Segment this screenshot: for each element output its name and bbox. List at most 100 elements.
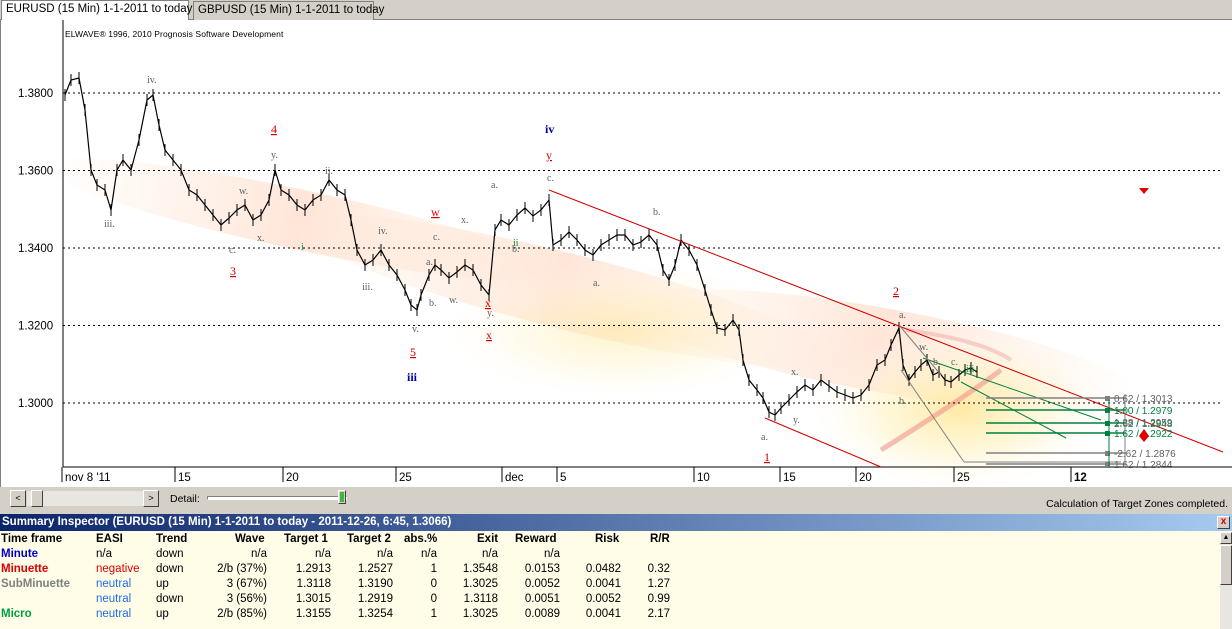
wave-label-gray: iii [966, 364, 975, 375]
chart-canvas[interactable]: 1.3800 1.3600 1.3400 1.3200 1.3000 nov 8 '11 1… [1, 20, 1232, 487]
gray-projection-line [900, 369, 965, 463]
wave-cell: n/a [251, 548, 267, 560]
wave-label-gray: c. [547, 173, 554, 184]
target-marker [1105, 421, 1110, 426]
close-icon[interactable]: x [1217, 516, 1230, 529]
price-chart[interactable]: 1.3800 1.3600 1.3400 1.3200 1.3000 nov 8 '11 1… [0, 20, 1232, 487]
tab-gbpusd[interactable]: GBPUSD (15 Min) 1-1-2011 to today [193, 1, 384, 20]
reward-cell: 0.0052 [524, 578, 560, 590]
target-label: 1.62 / 1.2844 [1114, 460, 1173, 471]
summary-row[interactable]: Minuette negative down 2/b (37%) 1.2913 1.252… [0, 562, 1220, 577]
header-trend: Trend [156, 533, 188, 545]
wave-label-gray: ii [513, 238, 519, 249]
scroll-up-button[interactable]: ▲ [1220, 532, 1232, 544]
wave-label-gray: w. [919, 342, 928, 353]
wave-cell: 2/b (85%) [217, 608, 267, 620]
wave-label-gray: a. [899, 310, 906, 321]
wave-label-red: x [486, 328, 492, 342]
horizontal-scroll-track[interactable] [27, 491, 151, 506]
summary-row[interactable]: neutral down 3 (56%) 1.3015 1.2919 0 1.3118 0.0… [0, 592, 1220, 607]
detail-slider-thumb[interactable] [338, 490, 346, 504]
scroll-left-button[interactable]: < [10, 490, 26, 507]
wave-label-gray: w. [239, 186, 248, 197]
risk-cell: 0.0482 [585, 563, 621, 575]
target-2-cell: 1.2919 [357, 593, 393, 605]
rr-cell: 2.17 [647, 608, 670, 620]
risk-cell: 0.0041 [585, 578, 621, 590]
abs-percent-cell: 1 [430, 563, 437, 575]
y-tick-label: 1.3400 [18, 243, 53, 255]
wave-label-red: w [431, 205, 440, 219]
easi-cell: n/a [96, 548, 112, 560]
summary-row[interactable]: SubMinuette neutral up 3 (67%) 1.3118 1.3190 0… [0, 577, 1220, 592]
summary-header-row: Time frame EASI Trend Wave Target 1 Targ… [0, 532, 1220, 547]
y-tick-label: 1.3600 [18, 166, 53, 178]
target-label-overlap: 1.38 / 1.2959 [1114, 418, 1173, 429]
easi-cell: neutral [96, 578, 132, 590]
wave-label-gray: c. [229, 245, 236, 256]
wave-label-gray: b. [429, 298, 437, 309]
summary-inspector-panel: Summary Inspector (EURUSD (15 Min) 1-1-2… [0, 514, 1232, 629]
time-frame-cell: SubMinuette [1, 578, 70, 590]
wave-label-gray: a. [491, 180, 498, 191]
wave-label-red: 1 [764, 450, 770, 464]
horizontal-scroll-thumb[interactable] [31, 490, 43, 507]
vertical-scroll-thumb[interactable] [1220, 545, 1232, 585]
red-channel-line [764, 417, 882, 468]
wave-label-gray: b. [512, 244, 520, 255]
wave-label-gray: i [301, 242, 304, 253]
abs-percent-cell: 0 [430, 593, 437, 605]
trend-cell: up [156, 578, 169, 590]
detail-slider-track[interactable] [207, 496, 347, 500]
reward-cell: n/a [544, 548, 560, 560]
wave-label-red: 2 [893, 284, 899, 298]
summary-row[interactable]: Micro neutral up 2/b (85%) 1.3155 1.3254 1 1.30… [0, 607, 1220, 622]
time-frame-cell: Minute [1, 548, 39, 560]
wave-label-gray: iv. [378, 226, 388, 237]
exit-cell: 1.3548 [462, 563, 498, 575]
wave-label-gray: iv. [147, 75, 157, 86]
wave-label-gray: c. [433, 232, 440, 243]
wave-label-gray: a. [593, 278, 600, 289]
x-tick-label: 10 [697, 472, 710, 484]
copyright-text: ELWAVE® 1996, 2010 Prognosis Software De… [65, 29, 284, 39]
x-tick-label: 25 [957, 472, 970, 484]
wave-label-gray: v. [412, 324, 419, 335]
wave-label-gray: b. [899, 396, 907, 407]
price-bars [64, 72, 978, 421]
summary-vertical-scrollbar[interactable]: ▲ [1220, 532, 1232, 629]
target-1-cell: 1.3155 [295, 608, 331, 620]
wave-label-gray: x. [461, 215, 469, 226]
wave-label-red: 4 [271, 122, 277, 136]
x-tick-label: 12 [1074, 472, 1087, 484]
target-label: 2.62 / 1.2948 [1114, 419, 1173, 430]
y-tick-label: 1.3800 [18, 88, 53, 100]
header-time-frame: Time frame [1, 533, 63, 545]
y-tick-label: 1.3200 [18, 321, 53, 333]
target-label: 1.00 / 1.2979 [1114, 406, 1173, 417]
scroll-right-button[interactable]: > [143, 490, 159, 507]
time-frame-cell: Micro [1, 608, 32, 620]
wave-label-gray: y. [487, 308, 494, 319]
trend-cell: down [156, 593, 184, 605]
header-reward: Reward [515, 533, 557, 545]
abs-percent-cell: 0 [430, 578, 437, 590]
trend-cell: down [156, 563, 184, 575]
target-marker [1105, 396, 1110, 401]
target-2-cell: 1.2527 [357, 563, 393, 575]
x-tick-label: 20 [286, 472, 299, 484]
header-wave: Wave [235, 533, 265, 545]
tab-eurusd[interactable]: EURUSD (15 Min) 1-1-2011 to today [1, 0, 192, 20]
header-risk: Risk [595, 533, 620, 545]
x-tick-label: 25 [399, 472, 412, 484]
wave-label-gray: b. [933, 357, 941, 368]
abs-percent-cell: 1 [430, 608, 437, 620]
wave-cell: 3 (67%) [226, 578, 267, 590]
rr-cell: 1.27 [647, 578, 670, 590]
wave-label-gray: x. [257, 233, 265, 244]
exit-cell: 1.3025 [462, 578, 498, 590]
target-1-cell: 1.3015 [295, 593, 331, 605]
summary-row[interactable]: Minute n/a down n/a n/a n/a n/a n/a n/a [0, 547, 1220, 562]
target-marker [1105, 431, 1110, 436]
target-zone-glow [441, 260, 801, 400]
